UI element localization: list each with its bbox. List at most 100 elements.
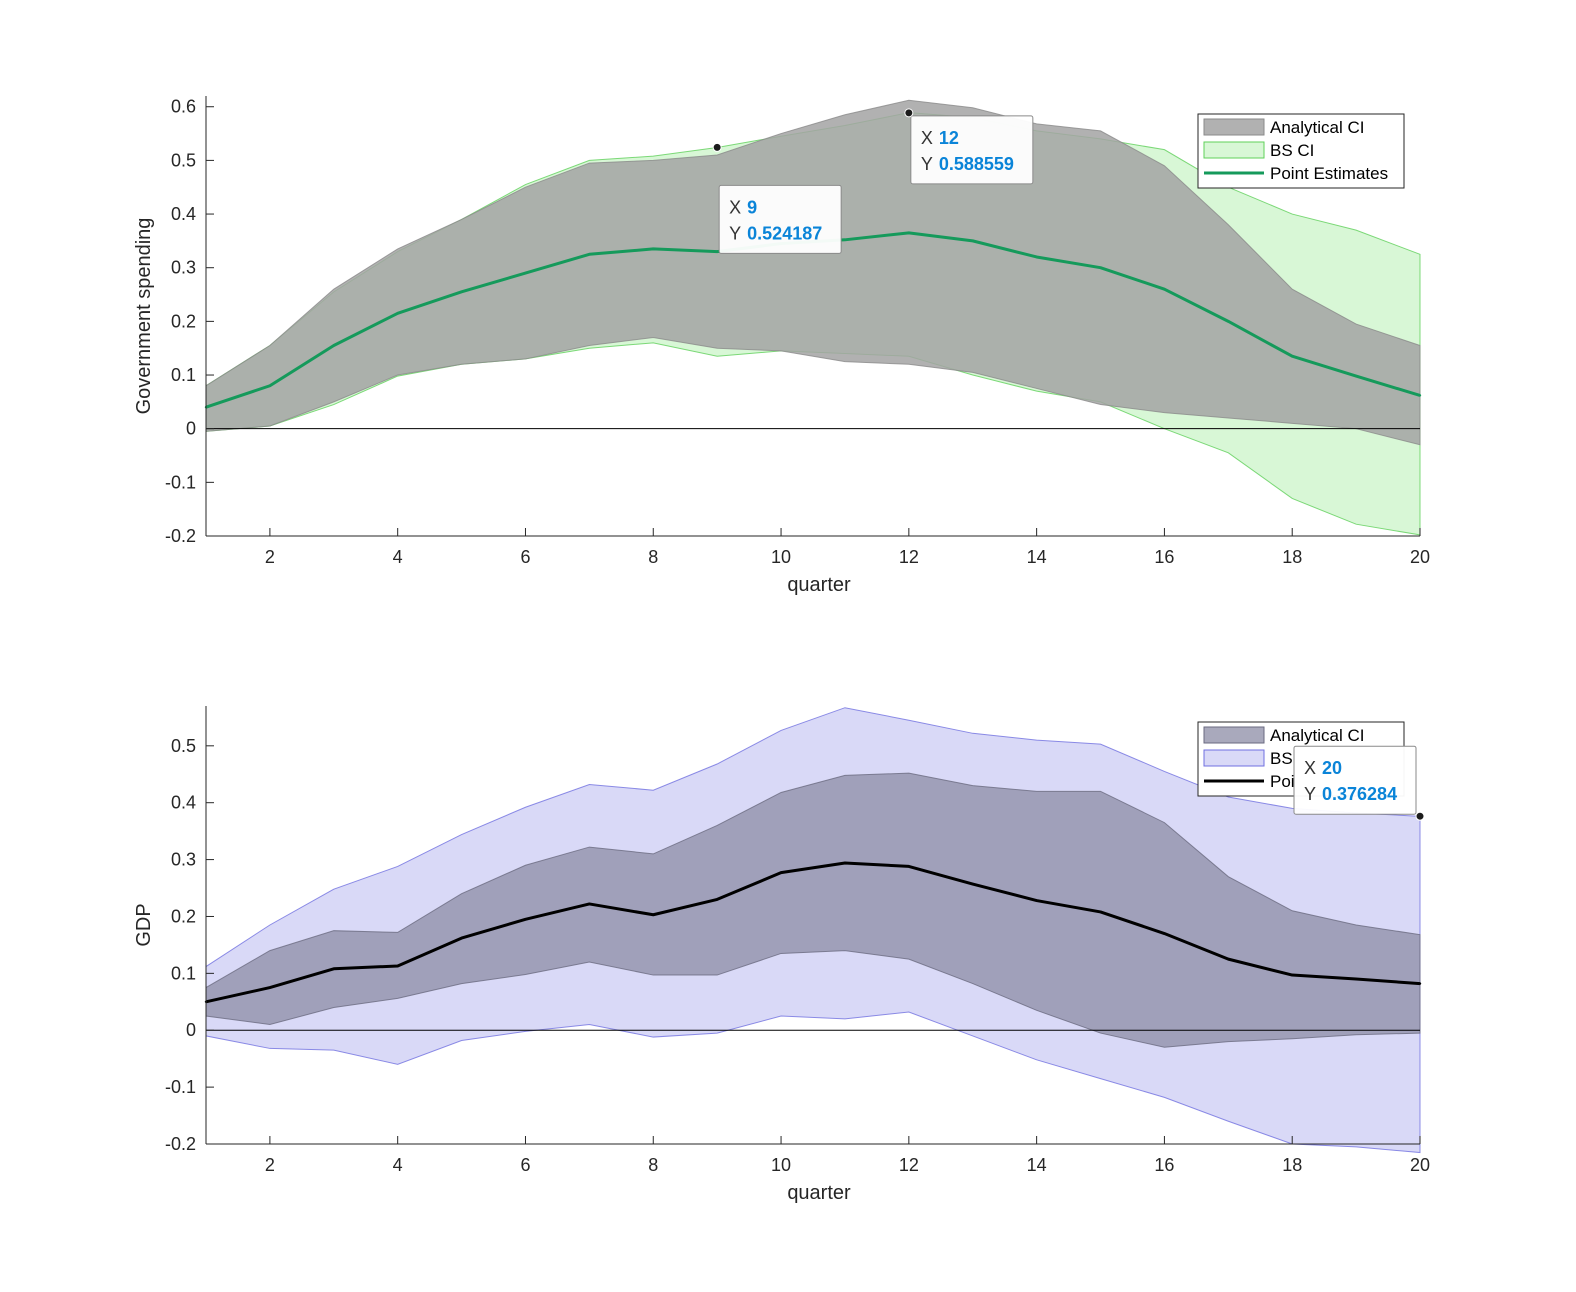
data-point[interactable] <box>971 882 974 886</box>
data-point[interactable] <box>1291 355 1294 358</box>
x-tick-label: 10 <box>771 547 791 567</box>
legend-swatch-analytical <box>1203 726 1265 744</box>
x-tick-label: 10 <box>771 1155 791 1175</box>
datatip-x-key: X <box>1304 758 1316 778</box>
point-estimates-line[interactable] <box>205 861 1421 1004</box>
x-axis-label: quarter <box>787 1182 851 1204</box>
data-point[interactable] <box>779 871 783 874</box>
x-tick-label: 20 <box>1410 1155 1430 1175</box>
x-tick-label: 6 <box>520 1155 530 1175</box>
x-tick-label: 14 <box>1027 1155 1047 1175</box>
datatip-box <box>1293 745 1417 815</box>
data-point[interactable] <box>460 936 463 940</box>
data-point[interactable] <box>1291 973 1294 977</box>
datatip-marker[interactable] <box>1415 811 1425 821</box>
data-point[interactable] <box>1163 932 1166 935</box>
data-point[interactable] <box>1035 899 1038 902</box>
data-point[interactable] <box>971 239 974 243</box>
data-point[interactable] <box>268 986 272 989</box>
datatip-y-key: Y <box>1304 784 1316 804</box>
data-point[interactable] <box>1099 910 1102 914</box>
data-point[interactable] <box>1163 287 1166 291</box>
axes-government-spending[interactable]: 2 4 6 8 10 12 14 16 18 20 -0.2 -0.1 0 0.1 0.2 0.3 0.4 0.5… <box>133 96 1430 596</box>
datatip-x-value: 9 <box>747 197 757 217</box>
legend[interactable]: Analytical CI BS CI Point Estimates <box>1197 113 1405 189</box>
ci-band-analytical <box>205 772 1421 1048</box>
y-tick-label: 0.3 <box>171 850 196 870</box>
datatip-y-value: 0.588559 <box>939 154 1014 174</box>
datatip[interactable]: X 9Y 0.524187 <box>712 142 842 254</box>
data-point[interactable] <box>588 902 591 906</box>
data-point[interactable] <box>1354 374 1358 378</box>
data-point[interactable] <box>588 253 591 256</box>
y-tick-label: -0.1 <box>165 472 196 492</box>
x-tick-label: 2 <box>265 1155 275 1175</box>
y-tick-label: 0.3 <box>171 258 196 278</box>
data-point[interactable] <box>268 384 272 387</box>
axes-gdp[interactable]: 2 4 6 8 10 12 14 16 18 20 -0.2 -0.1 0 0.1 0.2 0.3 0.4 0.5… <box>133 706 1430 1204</box>
data-point[interactable] <box>1418 394 1422 397</box>
y-tick-label: 0.6 <box>171 97 196 117</box>
data-point[interactable] <box>907 231 911 235</box>
y-tick-label: 0.2 <box>171 906 196 926</box>
data-point[interactable] <box>524 918 527 921</box>
data-point[interactable] <box>715 898 719 901</box>
datatip-marker[interactable] <box>712 142 722 152</box>
data-point[interactable] <box>1099 266 1102 269</box>
x-tick-label: 14 <box>1027 547 1047 567</box>
x-tick-label: 8 <box>648 547 658 567</box>
data-point[interactable] <box>1418 982 1422 985</box>
x-tick-label: 12 <box>899 1155 919 1175</box>
y-tick-label: 0 <box>186 1020 196 1040</box>
legend-entry-label: Analytical CI <box>1270 118 1364 137</box>
x-tick-label: 12 <box>899 547 919 567</box>
legend-swatch-analytical <box>1203 118 1265 136</box>
datatip-y-key: Y <box>921 154 933 174</box>
datatip[interactable]: X 20 Y 0.376284 <box>1293 745 1425 821</box>
data-point[interactable] <box>460 290 463 294</box>
datatip-y-value: 0.376284 <box>1322 784 1397 804</box>
data-point[interactable] <box>332 967 335 970</box>
x-tick-label: 20 <box>1410 547 1430 567</box>
data-point[interactable] <box>843 238 847 242</box>
y-axis-label: GDP <box>133 903 155 946</box>
datatip-x-key: X <box>729 197 741 217</box>
x-tick-label: 16 <box>1154 1155 1174 1175</box>
y-tick-label: 0.4 <box>171 793 196 813</box>
datatip-marker[interactable] <box>904 108 914 118</box>
x-axis-label: quarter <box>787 574 851 596</box>
y-tick-label: -0.2 <box>165 1134 196 1154</box>
x-tick-label: 8 <box>648 1155 658 1175</box>
data-point[interactable] <box>652 913 655 916</box>
data-point[interactable] <box>332 344 335 347</box>
datatip-x-key: X <box>921 128 933 148</box>
datatip[interactable]: X 12 Y 0.588559 <box>904 108 1034 185</box>
data-point[interactable] <box>1035 255 1038 259</box>
data-point[interactable] <box>652 247 655 251</box>
y-tick-label: 0.5 <box>171 736 196 756</box>
data-point[interactable] <box>1227 320 1230 323</box>
data-point[interactable] <box>843 861 847 865</box>
data-point[interactable] <box>907 865 911 868</box>
x-tick-label: 2 <box>265 547 275 567</box>
data-point[interactable] <box>1354 977 1358 981</box>
datatip-y-value: 0.524187 <box>747 223 822 243</box>
x-tick-label: 6 <box>520 547 530 567</box>
data-point[interactable] <box>715 250 719 253</box>
x-tick-label: 18 <box>1282 1155 1302 1175</box>
data-point[interactable] <box>396 964 399 968</box>
y-axis-label: Government spending <box>133 218 155 415</box>
y-tick-label: -0.2 <box>165 526 196 546</box>
y-tick-label: 0 <box>186 419 196 439</box>
ci-band-analytical <box>205 99 1421 446</box>
legend-swatch-bs <box>1203 749 1265 767</box>
data-point[interactable] <box>1227 957 1230 961</box>
data-point[interactable] <box>396 312 399 315</box>
legend-entry-label: BS CI <box>1270 141 1314 160</box>
data-point[interactable] <box>524 271 527 275</box>
legend-swatch-bs <box>1203 141 1265 159</box>
y-tick-label: 0.2 <box>171 311 196 331</box>
y-tick-label: 0.1 <box>171 963 196 983</box>
legend-entry-label: Analytical CI <box>1270 726 1364 745</box>
